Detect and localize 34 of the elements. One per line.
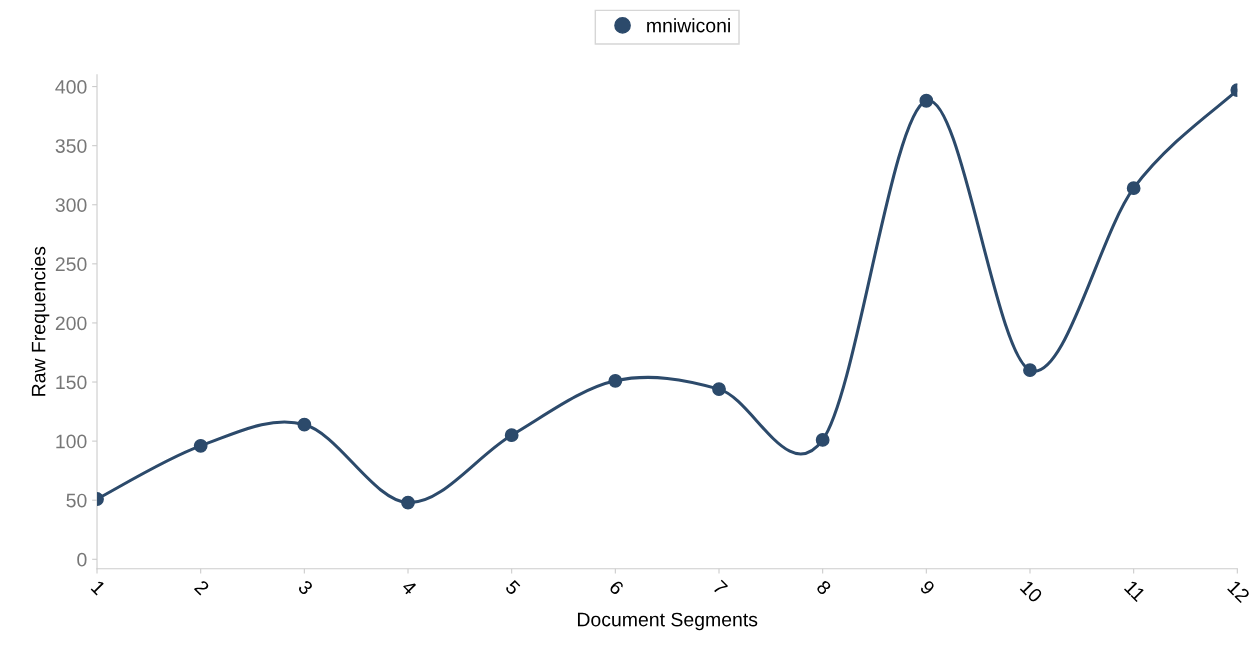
- point: [608, 373, 623, 388]
- point: [919, 93, 934, 108]
- x-tick-label: 8: [815, 579, 832, 596]
- x-tick-label: 6: [608, 579, 625, 596]
- x-tick-label: 3: [297, 579, 314, 596]
- y-tick-label: 0: [77, 552, 87, 567]
- point: [815, 433, 830, 447]
- point: [504, 428, 519, 443]
- point: [1126, 181, 1141, 196]
- y-tick-label: 250: [55, 257, 87, 272]
- x-tick-label: 1: [90, 580, 107, 596]
- y-tick-label: 300: [55, 198, 87, 212]
- x-tick-label: 10: [1019, 579, 1044, 604]
- y-tick-label: 200: [55, 316, 87, 331]
- x-tick-label: 7: [712, 579, 729, 596]
- y-tick-label: 50: [66, 493, 87, 508]
- y-axis-title: Raw Frequencies: [31, 246, 50, 396]
- point: [1023, 363, 1037, 378]
- x-tick-label: 9: [919, 579, 936, 596]
- y-tick-label: 100: [56, 434, 87, 449]
- x-tick-label: 12: [1227, 579, 1251, 604]
- point: [193, 438, 208, 453]
- x-tick-label: 11: [1124, 580, 1147, 603]
- point: [401, 495, 415, 510]
- x-axis-title: Document Segments: [577, 612, 758, 631]
- point: [712, 382, 726, 397]
- x-tick-label: 4: [400, 579, 418, 596]
- x-tick-label: 5: [504, 579, 521, 596]
- point: [297, 417, 312, 432]
- y-tick-label: 400: [55, 80, 87, 94]
- y-tick-label: 150: [56, 375, 87, 390]
- x-tick-label: 2: [194, 579, 210, 596]
- legend-label: mniwiconi: [647, 18, 730, 33]
- y-tick-label: 350: [55, 139, 87, 153]
